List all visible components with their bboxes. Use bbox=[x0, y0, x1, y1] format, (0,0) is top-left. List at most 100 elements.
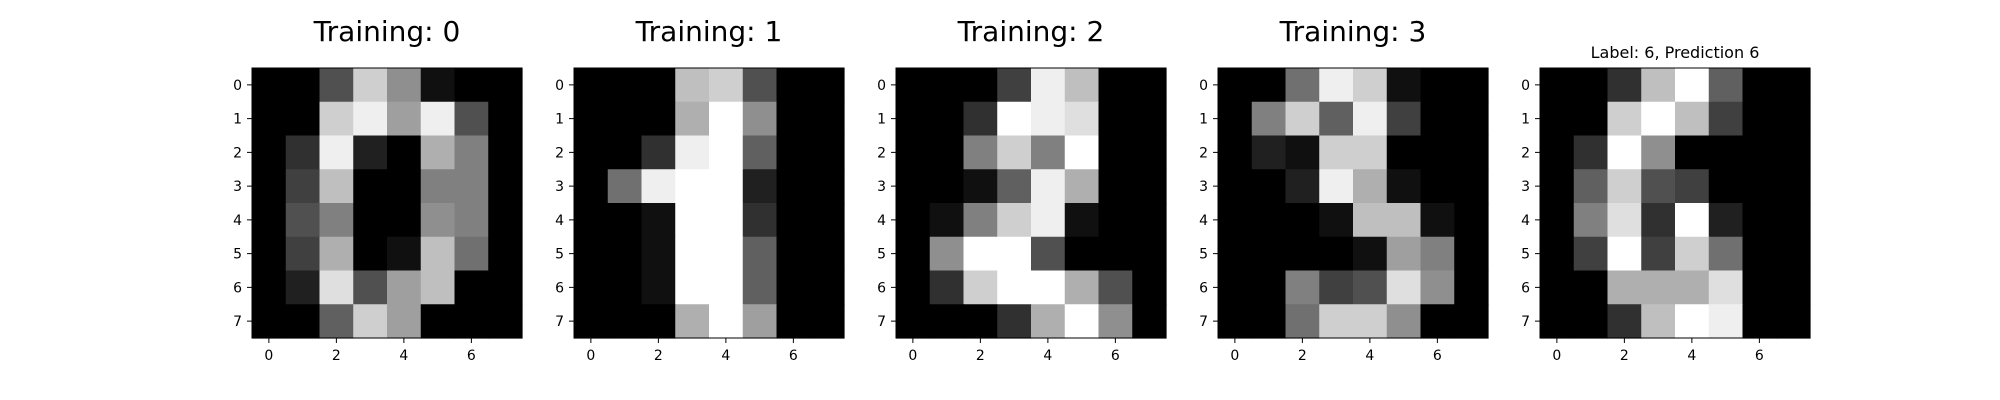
pixel-cell bbox=[1386, 135, 1422, 170]
pixel-cell bbox=[896, 270, 931, 305]
x-tick-label: 6 bbox=[1111, 348, 1120, 364]
pixel-cell bbox=[574, 68, 609, 103]
pixel-cell bbox=[1573, 270, 1609, 305]
pixel-cell bbox=[742, 270, 778, 305]
pixel-cell bbox=[1607, 236, 1642, 272]
pixel-cell bbox=[810, 169, 845, 204]
panel-title: Training: 2 bbox=[957, 15, 1105, 48]
pixel-cell bbox=[420, 68, 456, 103]
pixel-cell bbox=[709, 169, 744, 204]
pixel-cell bbox=[285, 304, 321, 339]
pixel-cell bbox=[1386, 68, 1422, 103]
pixel-cell bbox=[319, 270, 354, 305]
pixel-cell bbox=[1319, 304, 1354, 339]
pixel-cell bbox=[929, 236, 965, 272]
pixel-cell bbox=[1386, 270, 1422, 305]
pixel-cell bbox=[387, 169, 422, 204]
pixel-cell bbox=[387, 68, 422, 103]
pixel-cell bbox=[963, 270, 998, 305]
pixel-cell bbox=[454, 135, 489, 170]
x-tick-label: 0 bbox=[1552, 348, 1561, 364]
pixel-cell bbox=[1285, 304, 1320, 339]
pixel-cell bbox=[420, 101, 456, 137]
pixel-cell bbox=[607, 304, 643, 339]
pixel-cell bbox=[810, 236, 845, 272]
pixel-cell bbox=[1641, 101, 1676, 137]
pixel-cell bbox=[1064, 169, 1100, 204]
x-tick-label: 4 bbox=[399, 348, 408, 364]
pixel-cell bbox=[319, 169, 354, 204]
y-tick-label: 4 bbox=[1521, 213, 1530, 229]
pixel-cell bbox=[776, 304, 811, 339]
pixel-cell bbox=[675, 236, 710, 272]
panel-0: Training: 0 0 1 2 3 4 5 6 7 0 2 4 6 bbox=[233, 15, 523, 364]
y-tick-label: 5 bbox=[555, 247, 564, 263]
pixel-cell bbox=[1319, 203, 1354, 238]
pixel-cell bbox=[1218, 135, 1253, 170]
pixel-cell bbox=[1776, 270, 1811, 305]
x-tick-label: 2 bbox=[654, 348, 663, 364]
pixel-cell bbox=[641, 101, 676, 137]
pixel-cell bbox=[1641, 135, 1676, 170]
y-tick-label: 6 bbox=[877, 280, 886, 296]
pixel-cell bbox=[1353, 169, 1388, 204]
pixel-cell bbox=[1251, 135, 1287, 170]
pixel-cell bbox=[285, 169, 321, 204]
panel-title: Label: 6, Prediction 6 bbox=[1591, 43, 1760, 62]
pixel-cell bbox=[1573, 135, 1609, 170]
y-tick-label: 7 bbox=[555, 314, 564, 330]
y-tick-label: 5 bbox=[1521, 247, 1530, 263]
pixel-cell bbox=[1285, 270, 1320, 305]
pixel-cell bbox=[252, 101, 287, 137]
pixel-cell bbox=[1285, 203, 1320, 238]
pixel-cell bbox=[1420, 236, 1455, 272]
pixel-cell bbox=[963, 101, 998, 137]
pixel-cell bbox=[387, 135, 422, 170]
pixel-cell bbox=[810, 68, 845, 103]
pixel-cell bbox=[488, 101, 523, 137]
pixel-cell bbox=[1218, 304, 1253, 339]
pixel-cell bbox=[1675, 101, 1710, 137]
pixel-cell bbox=[353, 135, 388, 170]
pixel-cell bbox=[1386, 304, 1422, 339]
pixel-cell bbox=[1251, 169, 1287, 204]
pixel-cell bbox=[675, 169, 710, 204]
pixel-cell bbox=[1675, 304, 1710, 339]
pixel-cell bbox=[1285, 68, 1320, 103]
pixel-cell bbox=[1454, 270, 1489, 305]
pixel-cell bbox=[607, 101, 643, 137]
pixel-cell bbox=[1540, 68, 1575, 103]
pixel-cell bbox=[1386, 169, 1422, 204]
pixel-cell bbox=[1031, 68, 1066, 103]
pixel-cell bbox=[709, 101, 744, 137]
pixel-cell bbox=[1742, 203, 1777, 238]
pixel-cell bbox=[1218, 169, 1253, 204]
y-tick-label: 6 bbox=[1521, 280, 1530, 296]
pixel-cell bbox=[1285, 236, 1320, 272]
pixel-cell bbox=[1742, 304, 1777, 339]
panel-title: Training: 3 bbox=[1279, 15, 1427, 48]
y-tick-label: 7 bbox=[877, 314, 886, 330]
pixel-cell bbox=[896, 304, 931, 339]
pixel-cell bbox=[1540, 169, 1575, 204]
pixel-cell bbox=[1540, 304, 1575, 339]
pixel-cell bbox=[1031, 169, 1066, 204]
pixel-cell bbox=[1251, 68, 1287, 103]
pixel-cell bbox=[997, 304, 1032, 339]
pixel-cell bbox=[1776, 68, 1811, 103]
pixel-cell bbox=[929, 203, 965, 238]
pixel-cell bbox=[1064, 304, 1100, 339]
pixel-cell bbox=[319, 101, 354, 137]
pixel-cell bbox=[896, 135, 931, 170]
pixel-cell bbox=[454, 270, 489, 305]
pixel-cell bbox=[776, 68, 811, 103]
pixel-cell bbox=[1386, 101, 1422, 137]
pixel-cell bbox=[810, 270, 845, 305]
pixel-cell bbox=[1132, 101, 1167, 137]
pixel-cell bbox=[1031, 135, 1066, 170]
x-tick-label: 2 bbox=[976, 348, 985, 364]
pixel-cell bbox=[776, 169, 811, 204]
panel-3: Training: 3 0 1 2 3 4 5 6 7 0 2 4 6 bbox=[1199, 15, 1489, 364]
pixel-cell bbox=[285, 203, 321, 238]
pixel-cell bbox=[488, 304, 523, 339]
